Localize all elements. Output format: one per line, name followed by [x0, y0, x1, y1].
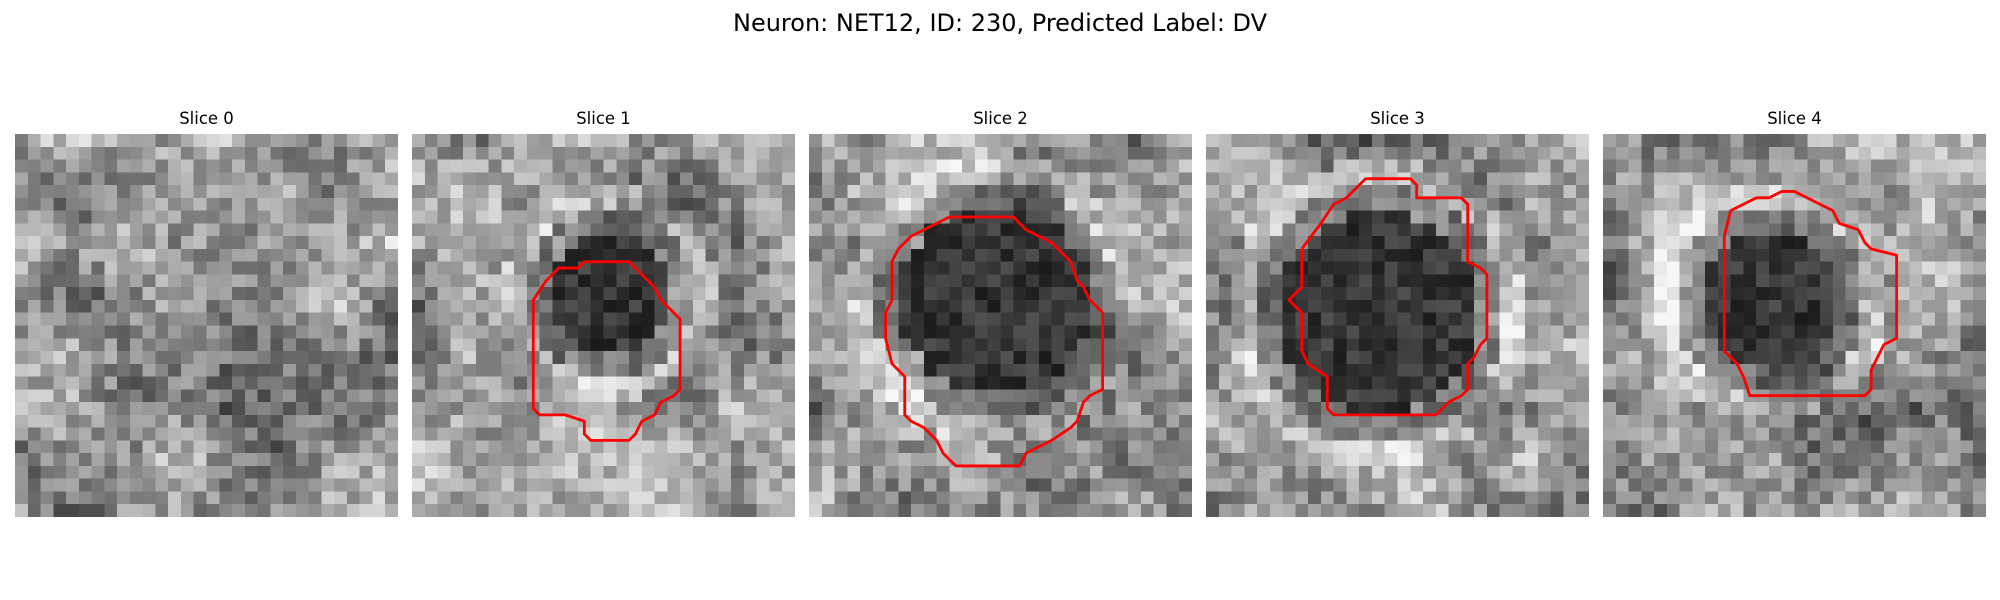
slice-image [1603, 134, 1986, 517]
slice-title: Slice 2 [973, 109, 1028, 128]
figure-title: Neuron: NET12, ID: 230, Predicted Label:… [732, 9, 1268, 37]
roi-contour [884, 215, 1105, 468]
slice-image [412, 134, 795, 517]
roi-contour [531, 260, 682, 442]
roi-contour [1722, 190, 1899, 398]
slice-image [1206, 134, 1589, 517]
slice-title: Slice 1 [576, 109, 631, 128]
slice-title: Slice 0 [179, 109, 234, 128]
slice-image [15, 134, 398, 517]
slice-title: Slice 4 [1767, 109, 1822, 128]
slice-title: Slice 3 [1370, 109, 1425, 128]
roi-contour [1287, 177, 1489, 417]
slice-image [809, 134, 1192, 517]
